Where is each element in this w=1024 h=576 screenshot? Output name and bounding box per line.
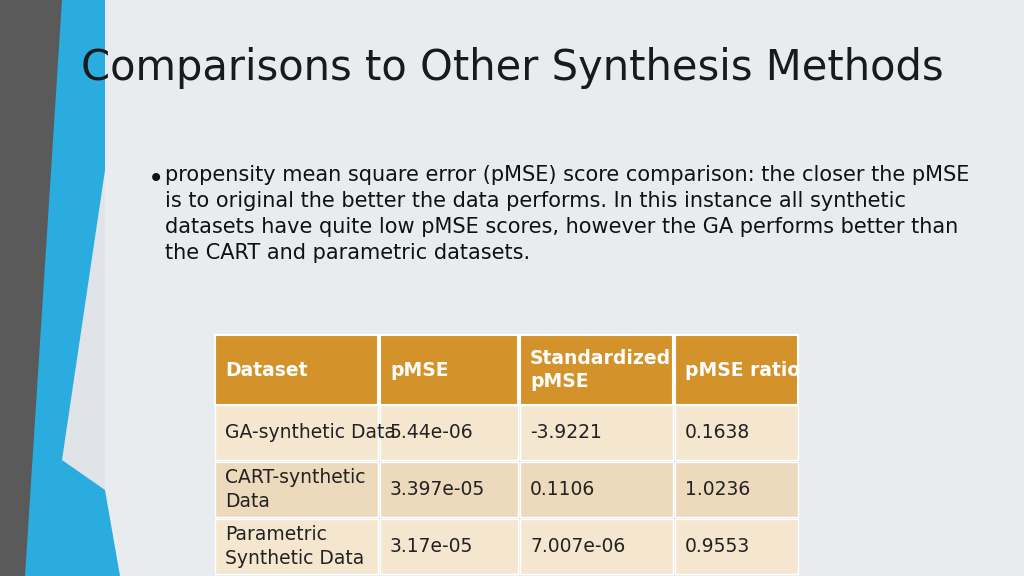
Bar: [520, 405, 673, 460]
Text: 1.0236: 1.0236: [685, 480, 751, 499]
Text: is to original the better the data performs. In this instance all synthetic: is to original the better the data perfo…: [165, 191, 906, 211]
Text: •: •: [148, 165, 164, 193]
Text: 0.1638: 0.1638: [685, 423, 751, 442]
Bar: [520, 462, 673, 517]
Bar: [675, 519, 798, 574]
Text: Standardized
pMSE: Standardized pMSE: [530, 348, 671, 391]
Text: Comparisons to Other Synthesis Methods: Comparisons to Other Synthesis Methods: [81, 47, 943, 89]
Bar: [675, 405, 798, 460]
Text: 0.1106: 0.1106: [530, 480, 595, 499]
Bar: [520, 335, 673, 405]
Text: 7.007e-06: 7.007e-06: [530, 537, 626, 556]
Bar: [215, 335, 378, 405]
Bar: [380, 462, 518, 517]
Bar: [520, 519, 673, 574]
Text: 3.397e-05: 3.397e-05: [390, 480, 485, 499]
Text: -3.9221: -3.9221: [530, 423, 602, 442]
Bar: [380, 405, 518, 460]
Text: pMSE ratio: pMSE ratio: [685, 361, 800, 380]
Text: propensity mean square error (pMSE) score comparison: the closer the pMSE: propensity mean square error (pMSE) scor…: [165, 165, 970, 185]
Polygon shape: [25, 0, 105, 576]
Text: Parametric
Synthetic Data: Parametric Synthetic Data: [225, 525, 365, 568]
Bar: [380, 519, 518, 574]
Text: 0.9553: 0.9553: [685, 537, 751, 556]
Text: 3.17e-05: 3.17e-05: [390, 537, 473, 556]
Polygon shape: [25, 460, 120, 576]
Polygon shape: [105, 0, 1024, 576]
Text: pMSE: pMSE: [390, 361, 449, 380]
Text: CART-synthetic
Data: CART-synthetic Data: [225, 468, 366, 511]
Text: 5.44e-06: 5.44e-06: [390, 423, 474, 442]
Bar: [215, 462, 378, 517]
Bar: [675, 462, 798, 517]
Bar: [215, 519, 378, 574]
Bar: [675, 335, 798, 405]
Text: the CART and parametric datasets.: the CART and parametric datasets.: [165, 243, 530, 263]
Bar: [380, 335, 518, 405]
Polygon shape: [0, 0, 85, 576]
Text: GA-synthetic Data: GA-synthetic Data: [225, 423, 396, 442]
Text: datasets have quite low pMSE scores, however the GA performs better than: datasets have quite low pMSE scores, how…: [165, 217, 958, 237]
Text: Dataset: Dataset: [225, 361, 307, 380]
Bar: [215, 405, 378, 460]
